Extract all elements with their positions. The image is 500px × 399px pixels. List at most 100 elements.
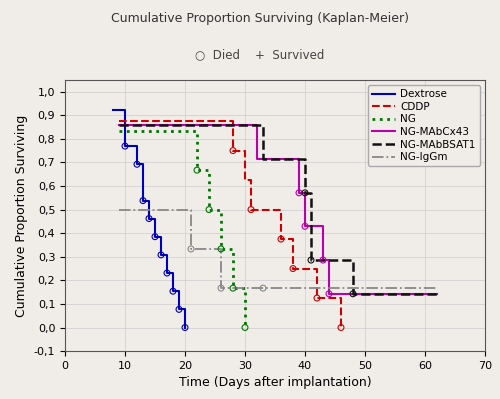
Dextrose [164, 253, 170, 257]
Line: NG-IgGm: NG-IgGm [119, 209, 437, 288]
NG-MAbBSAT1 [350, 258, 356, 263]
Dextrose [140, 198, 146, 203]
Point [193, 167, 201, 173]
NG-MAbCx43 [296, 157, 302, 162]
Dextrose [158, 234, 164, 239]
NG-IgGm [116, 207, 122, 212]
Point [169, 288, 177, 294]
Point [151, 233, 159, 240]
NG-MAbBSAT1 [350, 291, 356, 296]
Line: Dextrose: Dextrose [113, 110, 185, 328]
Point [229, 285, 237, 291]
NG [116, 128, 122, 133]
Point [175, 306, 183, 312]
CDDP [230, 119, 236, 123]
NG-MAbBSAT1 [434, 291, 440, 296]
Point [187, 246, 195, 252]
Dextrose [170, 271, 176, 275]
NG-IgGm [188, 247, 194, 251]
NG [206, 207, 212, 212]
Point [295, 190, 303, 196]
Dextrose [146, 198, 152, 203]
Dextrose [152, 234, 158, 239]
NG-MAbBSAT1 [308, 258, 314, 263]
Text: Cumulative Proportion Surviving (Kaplan-Meier): Cumulative Proportion Surviving (Kaplan-… [111, 12, 409, 25]
Point [145, 215, 153, 222]
Dextrose [122, 144, 128, 148]
NG [218, 207, 224, 212]
Point [313, 295, 321, 301]
Point [217, 246, 225, 252]
NG-MAbCx43 [296, 190, 302, 195]
NG-MAbBSAT1 [302, 157, 308, 162]
NG-IgGm [218, 286, 224, 290]
CDDP [278, 207, 284, 212]
Dextrose [146, 216, 152, 221]
Point [319, 257, 327, 263]
CDDP [116, 119, 122, 123]
Dextrose [170, 289, 176, 294]
Legend: Dextrose, CDDP, NG, NG-MAbCx43, NG-MAbBSAT1, NG-IgGm: Dextrose, CDDP, NG, NG-MAbCx43, NG-MAbBS… [368, 85, 480, 166]
Dextrose [134, 162, 140, 167]
Point [277, 236, 285, 242]
Point [229, 147, 237, 154]
NG-MAbBSAT1 [302, 190, 308, 195]
Dextrose [182, 325, 188, 330]
NG-MAbCx43 [254, 123, 260, 128]
NG-MAbCx43 [302, 224, 308, 229]
Point [121, 143, 129, 149]
Point [325, 290, 333, 297]
Point [205, 206, 213, 213]
CDDP [314, 296, 320, 300]
Dextrose [134, 144, 140, 148]
CDDP [290, 266, 296, 271]
CDDP [248, 207, 254, 212]
Dextrose [176, 289, 182, 294]
NG-MAbCx43 [302, 190, 308, 195]
Point [337, 324, 345, 331]
NG [194, 168, 200, 172]
NG-IgGm [260, 286, 266, 290]
Point [139, 198, 147, 204]
Dextrose [164, 271, 170, 275]
Line: NG-MAbCx43: NG-MAbCx43 [119, 125, 437, 294]
CDDP [278, 237, 284, 241]
Point [259, 285, 267, 291]
Point [307, 257, 315, 263]
Dextrose [182, 307, 188, 312]
Point [133, 161, 141, 168]
Point [217, 285, 225, 291]
NG-MAbBSAT1 [260, 123, 266, 128]
CDDP [338, 296, 344, 300]
Line: CDDP: CDDP [119, 121, 341, 328]
NG [194, 128, 200, 133]
Dextrose [122, 107, 128, 112]
Dextrose [176, 307, 182, 312]
Dextrose [110, 107, 116, 112]
Point [301, 190, 309, 196]
Line: NG: NG [119, 131, 245, 328]
NG [218, 247, 224, 251]
NG-MAbCx43 [116, 123, 122, 128]
NG [242, 286, 248, 290]
Point [289, 265, 297, 272]
Line: NG-MAbBSAT1: NG-MAbBSAT1 [119, 125, 437, 294]
NG-MAbBSAT1 [116, 123, 122, 128]
Text: ○  Died    +  Survived: ○ Died + Survived [196, 48, 324, 61]
NG-MAbCx43 [254, 157, 260, 162]
CDDP [314, 266, 320, 271]
Point [157, 252, 165, 258]
CDDP [242, 178, 248, 182]
NG [230, 286, 236, 290]
CDDP [338, 325, 344, 330]
X-axis label: Time (Days after implantation): Time (Days after implantation) [178, 376, 372, 389]
Point [301, 223, 309, 229]
CDDP [290, 237, 296, 241]
Point [247, 206, 255, 213]
NG-MAbCx43 [326, 258, 332, 263]
Dextrose [158, 253, 164, 257]
NG-MAbCx43 [326, 291, 332, 296]
NG-MAbCx43 [320, 258, 326, 263]
CDDP [230, 148, 236, 153]
NG-MAbBSAT1 [260, 157, 266, 162]
